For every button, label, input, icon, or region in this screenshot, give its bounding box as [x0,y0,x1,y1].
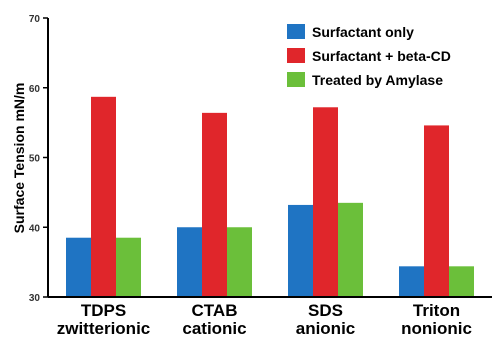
bar-2-4 [424,125,449,297]
x-category-label: TDPS [81,301,126,320]
y-tick-label: 30 [29,293,41,304]
legend: Surfactant only Surfactant + beta-CD Treat… [287,24,451,88]
x-category-label: SDS [308,301,343,320]
x-category-label: anionic [296,319,356,338]
bar-3-1 [116,237,141,297]
legend-label: Surfactant + beta-CD [312,48,451,64]
bar-1-3 [288,204,313,297]
legend-label: Treated by Amylase [312,72,443,88]
x-category-label: Triton [413,301,460,320]
bar-1-4 [399,266,424,297]
bar-2-3 [313,107,338,297]
x-category-label: zwitterionic [57,319,151,338]
y-tick-label: 70 [29,14,41,25]
y-ticks-group: 30 40 50 60 70 [29,14,48,304]
legend-swatch [287,72,305,87]
bar-3-3 [338,202,363,297]
bar-2-1 [91,96,116,297]
y-tick-label: 60 [29,84,41,95]
legend-label: Surfactant only [312,24,414,40]
bar-1-2 [177,227,202,297]
x-category-label: cationic [182,319,246,338]
bar-3-4 [449,266,474,297]
bar-3-2 [227,227,252,297]
x-category-label: nonionic [401,319,472,338]
bar-2-2 [202,112,227,297]
x-category-label: CTAB [192,301,238,320]
bar-1-1 [66,237,91,297]
y-tick-label: 50 [29,154,41,165]
legend-swatch [287,24,305,39]
bars-group [66,96,474,297]
y-tick-label: 40 [29,223,41,234]
legend-swatch [287,48,305,63]
y-axis-title: Surface Tension mN/m [11,83,27,234]
